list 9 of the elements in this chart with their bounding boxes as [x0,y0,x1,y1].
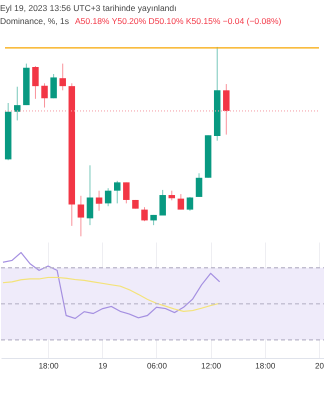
x-tick-label: 12:00 [201,362,222,370]
x-tick-label: 19 [98,362,108,370]
chart-title: Dominance, %, 1s [0,16,69,26]
x-tick-label: 06:00 [146,362,168,370]
text: A50.18% Y50.20% D50.10% K50.15% −0.04 (−0.08%) [74,16,282,26]
x-tick-label: 18:00 [38,362,60,370]
text: Eyl 19, 2023 13:56 UTC+3 tarihinde yayınlandı [0,2,178,15]
x-tick-label: 20 [315,362,324,370]
x-tick-label: 18:00 [255,362,276,370]
